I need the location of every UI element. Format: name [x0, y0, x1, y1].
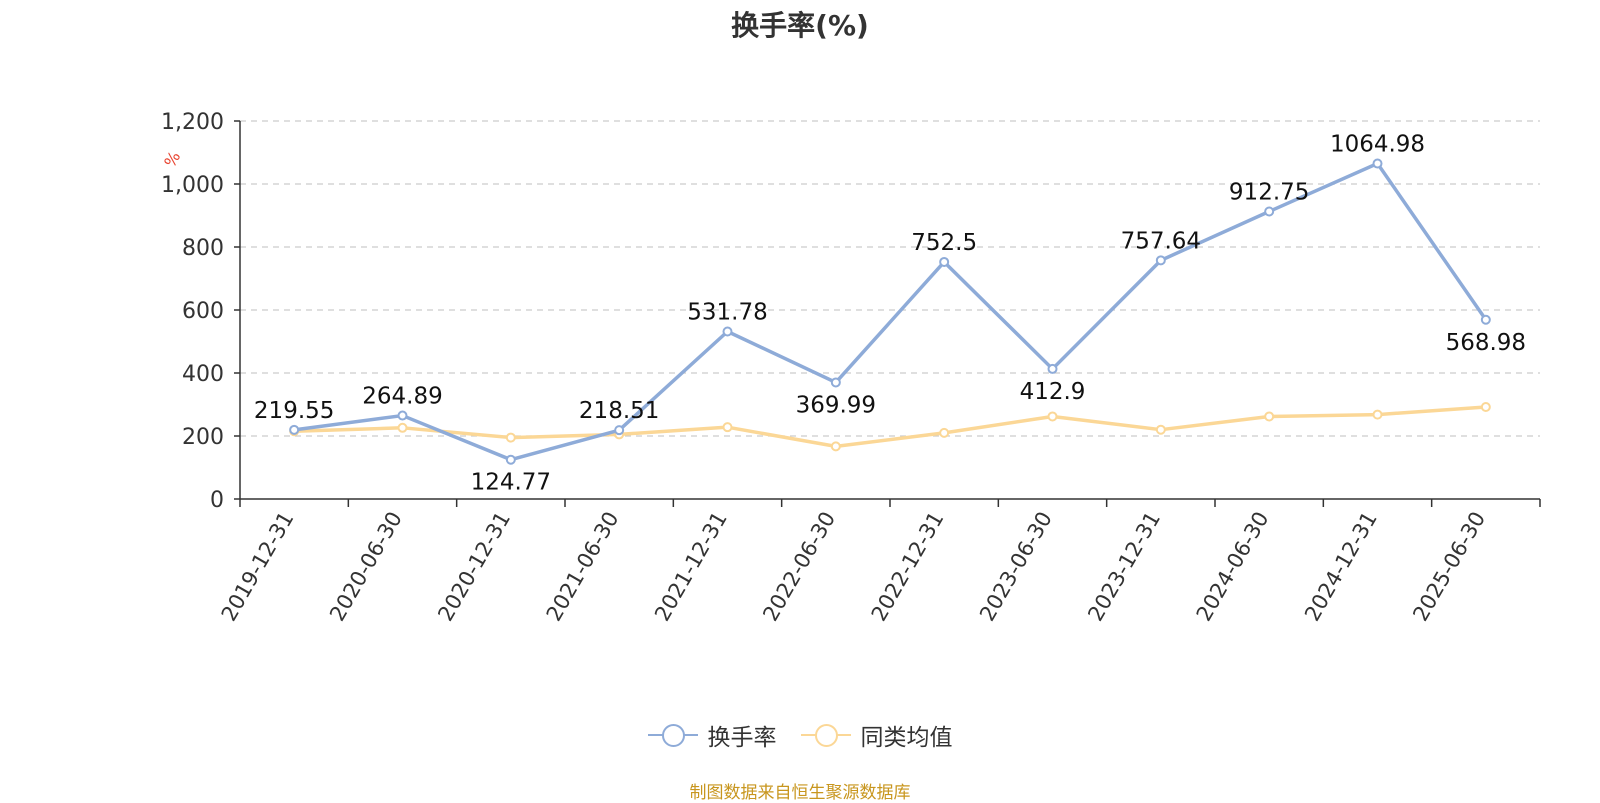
x-tick-label: 2023-06-30: [975, 508, 1057, 626]
x-tick-label: 2022-06-30: [758, 508, 840, 626]
data-label: 219.55: [254, 398, 334, 424]
legend-marker-icon: [647, 723, 698, 747]
data-point-peer-average: [1155, 424, 1166, 435]
data-label: 1064.98: [1330, 132, 1425, 158]
data-point-peer-average: [1480, 402, 1491, 413]
data-point-peer-average: [939, 427, 950, 438]
data-point-turnover: [1047, 363, 1058, 374]
data-label: 568.98: [1446, 330, 1526, 356]
data-point-turnover: [289, 424, 300, 435]
x-tick-label: 2024-06-30: [1192, 508, 1274, 626]
line-chart: 0 200 400 600 800 1,000 1,200% 2019-12-31 2020-0…: [160, 110, 1541, 626]
data-point-turnover: [939, 256, 950, 267]
data-point-peer-average: [1047, 411, 1058, 422]
x-tick-label: 2020-06-30: [325, 508, 407, 626]
x-tick-label: 2023-12-31: [1083, 508, 1165, 626]
data-point-turnover: [505, 454, 516, 465]
data-point-peer-average: [1372, 409, 1383, 420]
data-point-peer-average: [830, 441, 841, 452]
legend-label: 换手率: [707, 725, 777, 751]
series-line-peer-average: [294, 405, 1486, 449]
legend-item-turnover[interactable]: 换手率: [647, 718, 777, 752]
y-tick-label: 400: [182, 362, 224, 387]
y-axis-unit-label: %: [160, 148, 184, 171]
data-label: 218.51: [579, 398, 659, 424]
legend-marker-icon: [800, 723, 851, 747]
data-label: 264.89: [362, 384, 442, 410]
legend-item-peer-average[interactable]: 同类均值: [800, 718, 953, 752]
x-tick-label: 2024-12-31: [1300, 508, 1382, 626]
y-tick-label: 1,200: [161, 110, 224, 135]
data-point-peer-average: [397, 422, 408, 433]
data-point-turnover: [1480, 314, 1491, 325]
legend: 换手率 同类均值: [0, 718, 1600, 752]
data-point-peer-average: [505, 432, 516, 443]
x-tick-label: 2021-06-30: [542, 508, 624, 626]
data-point-turnover: [397, 410, 408, 421]
y-tick-label: 0: [210, 488, 224, 513]
data-label: 124.77: [471, 470, 551, 496]
data-label: 912.75: [1229, 179, 1309, 205]
source-note: 制图数据来自恒生聚源数据库: [689, 783, 911, 803]
data-label: 752.5: [911, 230, 977, 256]
data-label: 369.99: [796, 392, 876, 418]
x-tick-label: 2019-12-31: [217, 508, 299, 626]
data-point-turnover: [614, 425, 625, 436]
data-point-peer-average: [1264, 411, 1275, 422]
data-point-peer-average: [722, 422, 733, 433]
x-tick-label: 2020-12-31: [433, 508, 515, 626]
data-point-turnover: [1155, 255, 1166, 266]
series-line-turnover: [293, 161, 1488, 462]
chart-title: 换手率(%): [731, 9, 869, 42]
legend-label: 同类均值: [860, 725, 953, 751]
x-tick-label: 2021-12-31: [650, 508, 732, 626]
data-label: 412.9: [1020, 379, 1086, 405]
y-tick-label: 1,000: [161, 173, 224, 198]
x-tick-label: 2025-06-30: [1408, 508, 1490, 626]
x-tick-label: 2022-12-31: [867, 508, 949, 626]
y-tick-label: 200: [182, 425, 224, 450]
data-label: 757.64: [1121, 228, 1201, 254]
data-point-turnover: [1264, 206, 1275, 217]
data-label: 531.78: [687, 299, 767, 325]
y-tick-label: 600: [182, 299, 224, 324]
data-point-turnover: [830, 377, 841, 388]
data-point-turnover: [1372, 158, 1383, 169]
data-point-turnover: [722, 326, 733, 337]
y-tick-label: 800: [182, 236, 224, 261]
